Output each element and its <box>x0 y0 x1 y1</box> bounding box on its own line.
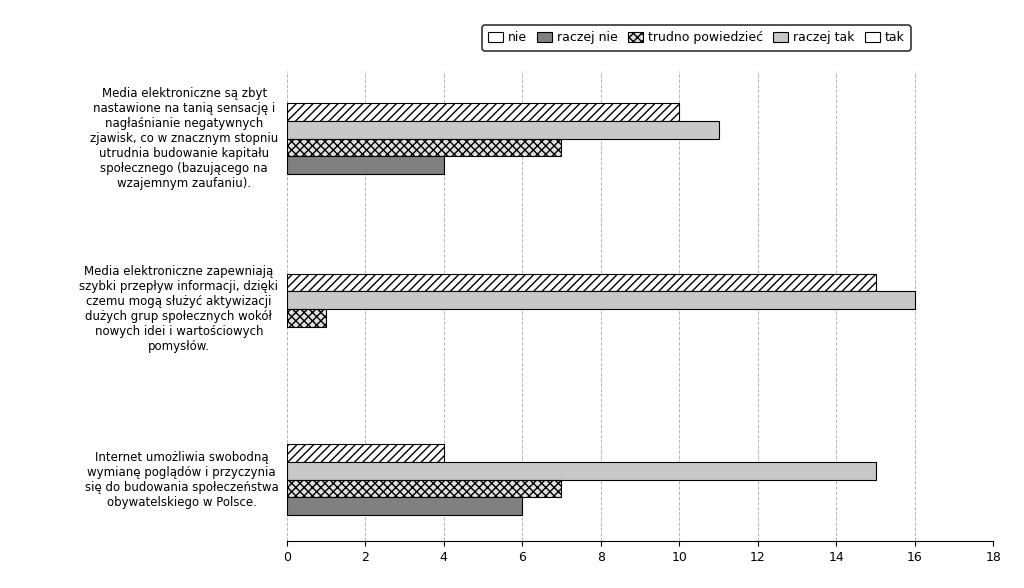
Bar <box>287 480 561 497</box>
Bar <box>287 139 561 156</box>
Bar <box>287 444 443 462</box>
Legend: nie, raczej nie, trudno powiedzieć, raczej tak, tak: nie, raczej nie, trudno powiedzieć, racz… <box>482 25 911 51</box>
Bar <box>287 121 719 139</box>
Bar <box>287 156 443 174</box>
Bar <box>287 103 679 121</box>
Bar <box>287 497 522 515</box>
Bar <box>287 462 876 480</box>
Bar <box>287 309 326 327</box>
Bar <box>287 292 914 309</box>
Bar <box>287 274 876 292</box>
